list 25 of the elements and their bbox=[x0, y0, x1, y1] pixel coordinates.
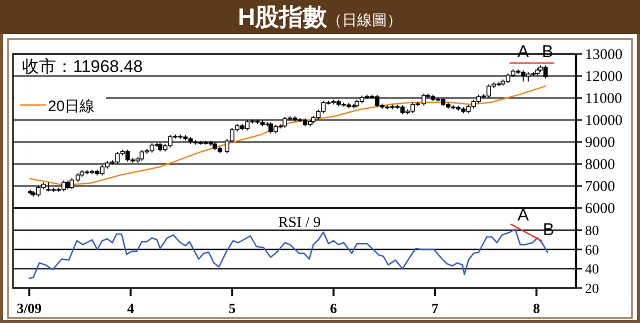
chart-subtitle: （日線圖） bbox=[327, 12, 402, 29]
y-tick-label: 13000 bbox=[585, 47, 622, 63]
y-tick-label: 40 bbox=[585, 262, 599, 278]
x-tick-label: 8 bbox=[532, 302, 540, 317]
y-tick-label: 8000 bbox=[585, 157, 615, 173]
annotation: A bbox=[517, 205, 530, 224]
chart-title: RSI / 9 bbox=[278, 215, 321, 231]
y-tick-label: 20 bbox=[585, 282, 599, 297]
x-tick-label: 3/09 bbox=[16, 302, 42, 317]
legend-label: 20日線 bbox=[48, 98, 95, 115]
y-tick-label: 12000 bbox=[585, 69, 622, 85]
chart-title: H股指數 bbox=[238, 4, 328, 31]
y-tick-label: 80 bbox=[585, 224, 599, 240]
y-tick-label: 60 bbox=[585, 243, 599, 258]
line-series bbox=[30, 85, 546, 186]
y-tick-label: 9000 bbox=[585, 135, 615, 151]
y-tick-label: 7000 bbox=[585, 179, 615, 195]
y-tick-label: 11000 bbox=[585, 91, 622, 107]
x-tick-label: 4 bbox=[127, 302, 134, 317]
x-tick-label: 6 bbox=[330, 302, 338, 317]
annotation: 收市：11968.48 bbox=[22, 57, 143, 76]
x-tick-label: 7 bbox=[431, 302, 438, 317]
y-tick-label: 10000 bbox=[585, 113, 622, 129]
y-tick-label: 6000 bbox=[585, 201, 615, 217]
x-tick-label: 5 bbox=[228, 302, 236, 317]
